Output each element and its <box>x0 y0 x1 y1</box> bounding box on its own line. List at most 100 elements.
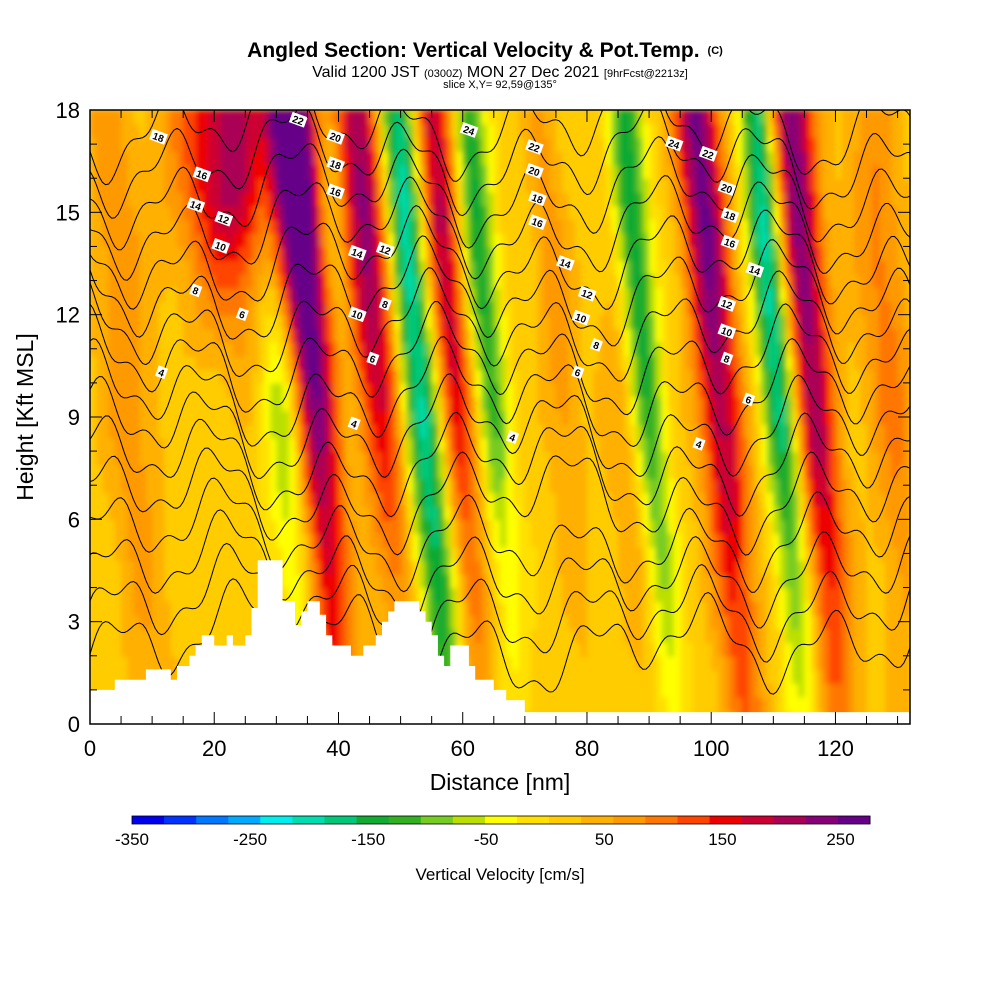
velocity-cell <box>208 191 215 207</box>
velocity-cell <box>208 178 215 193</box>
velocity-cell <box>487 342 495 357</box>
velocity-cell <box>295 178 302 193</box>
velocity-cell <box>127 601 135 616</box>
velocity-cell <box>475 492 483 507</box>
velocity-cell <box>170 396 178 411</box>
velocity-cell <box>102 560 110 575</box>
velocity-cell <box>642 614 650 630</box>
velocity-cell <box>413 191 420 207</box>
velocity-cell <box>158 642 166 657</box>
velocity-cell <box>382 232 389 248</box>
velocity-cell <box>232 560 240 575</box>
velocity-cell <box>375 423 383 439</box>
velocity-cell <box>506 314 514 330</box>
velocity-cell <box>518 246 526 261</box>
velocity-cell <box>760 382 768 398</box>
velocity-cell <box>301 191 309 207</box>
velocity-cell <box>754 505 762 521</box>
velocity-cell <box>518 342 526 357</box>
velocity-cell <box>177 410 184 425</box>
velocity-cell <box>493 642 501 657</box>
velocity-cell <box>555 355 563 370</box>
velocity-cell <box>531 642 539 657</box>
velocity-cell <box>500 642 507 657</box>
velocity-cell <box>605 614 613 630</box>
velocity-cell <box>245 451 253 466</box>
velocity-cell <box>257 314 265 330</box>
velocity-cell <box>642 191 650 207</box>
velocity-cell <box>512 369 520 384</box>
velocity-cell <box>406 382 414 398</box>
velocity-cell <box>450 260 458 275</box>
velocity-cell <box>220 396 228 411</box>
velocity-cell <box>139 382 147 398</box>
velocity-cell <box>127 478 135 493</box>
velocity-cell <box>164 451 172 466</box>
velocity-cell <box>431 573 439 589</box>
velocity-cell <box>493 219 501 234</box>
velocity-cell <box>431 287 439 302</box>
velocity-cell <box>624 492 632 507</box>
velocity-cell <box>152 150 160 166</box>
velocity-cell <box>711 601 719 616</box>
velocity-cell <box>549 232 557 248</box>
velocity-cell <box>263 451 271 466</box>
velocity-cell <box>487 628 495 643</box>
velocity-cell <box>524 492 532 507</box>
velocity-cell <box>195 232 203 248</box>
velocity-cell <box>295 328 302 343</box>
velocity-cell <box>121 232 129 248</box>
velocity-cell <box>680 219 688 234</box>
velocity-cell <box>214 410 222 425</box>
velocity-cell <box>705 314 712 330</box>
velocity-cell <box>226 123 234 138</box>
velocity-cell <box>133 655 141 671</box>
velocity-cell <box>450 246 458 261</box>
velocity-cell <box>326 437 334 452</box>
velocity-cell <box>580 601 588 616</box>
velocity-cell <box>326 519 334 534</box>
velocity-cell <box>642 110 650 125</box>
velocity-cell <box>139 328 147 343</box>
velocity-cell <box>518 396 526 411</box>
velocity-cell <box>338 601 346 616</box>
velocity-cell <box>232 369 240 384</box>
velocity-cell <box>475 369 483 384</box>
velocity-cell <box>692 628 700 643</box>
velocity-cell <box>587 369 594 384</box>
velocity-cell <box>338 396 346 411</box>
velocity-cell <box>437 423 445 439</box>
velocity-cell <box>270 437 278 452</box>
velocity-cell <box>618 683 625 698</box>
velocity-cell <box>201 301 209 316</box>
velocity-cell <box>220 137 228 152</box>
velocity-cell <box>500 110 507 125</box>
velocity-cell <box>232 546 240 561</box>
velocity-cell <box>170 328 178 343</box>
velocity-cell <box>574 533 582 548</box>
velocity-cell <box>375 464 383 480</box>
velocity-cell <box>177 219 184 234</box>
velocity-cell <box>661 669 669 684</box>
velocity-cell <box>711 191 719 207</box>
velocity-cell <box>363 260 371 275</box>
velocity-cell <box>500 382 507 398</box>
velocity-cell <box>636 301 644 316</box>
velocity-cell <box>537 573 545 589</box>
velocity-cell <box>127 655 135 671</box>
velocity-cell <box>375 451 383 466</box>
velocity-cell <box>773 191 781 207</box>
velocity-cell <box>673 573 681 589</box>
velocity-cell <box>114 178 122 193</box>
velocity-cell <box>232 123 240 138</box>
velocity-cell <box>587 451 594 466</box>
velocity-cell <box>605 601 613 616</box>
velocity-cell <box>655 191 663 207</box>
velocity-cell <box>363 533 371 548</box>
velocity-cell <box>164 273 172 289</box>
velocity-cell <box>468 642 476 657</box>
velocity-cell <box>512 232 520 248</box>
velocity-cell <box>742 328 750 343</box>
velocity-cell <box>705 396 712 411</box>
velocity-cell <box>189 478 197 493</box>
